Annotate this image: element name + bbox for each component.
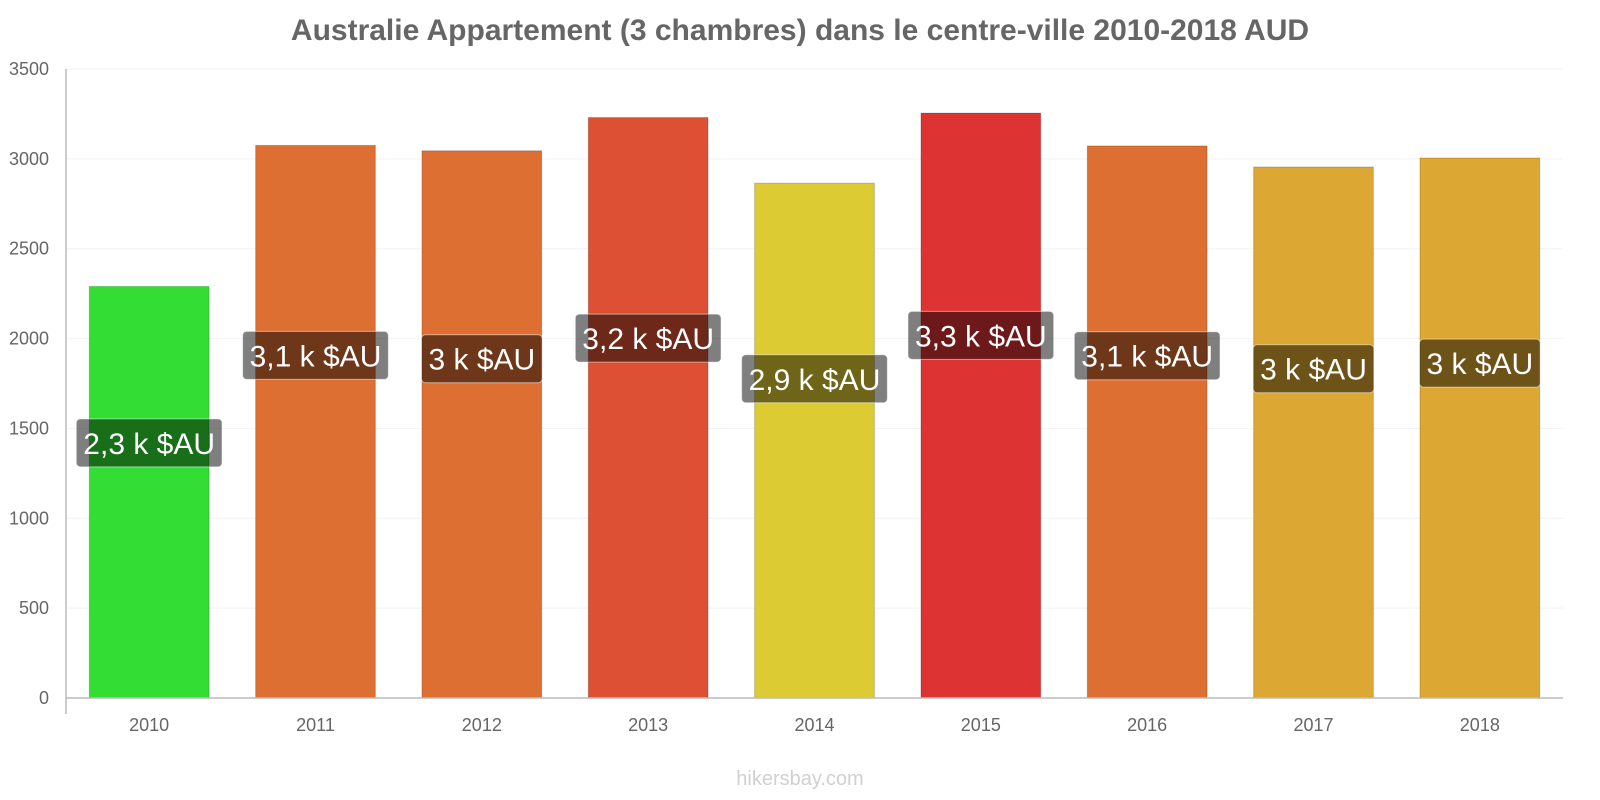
x-tick-label: 2018 <box>1460 715 1500 735</box>
data-label-box <box>420 334 543 384</box>
y-tick-label: 3000 <box>9 149 49 169</box>
bars <box>88 112 1541 699</box>
data-label: 2,9 k $AU <box>741 354 888 404</box>
bar <box>88 285 210 699</box>
data-label: 3,2 k $AU <box>574 313 722 363</box>
y-tick-label: 500 <box>19 598 49 618</box>
data-label: 3,1 k $AU <box>242 330 389 380</box>
data-label-text: 3,1 k $AU <box>250 340 382 373</box>
data-label-text: 3,1 k $AU <box>1081 341 1213 374</box>
x-tick-label: 2017 <box>1293 715 1333 735</box>
x-tick-label: 2012 <box>462 715 502 735</box>
bar <box>1419 157 1541 699</box>
data-label-box <box>1418 338 1541 388</box>
data-label-text: 3 k $AU <box>1260 354 1367 387</box>
data-label-box <box>1073 331 1221 381</box>
y-tick-label: 2500 <box>9 239 49 259</box>
data-label-box <box>907 310 1055 360</box>
x-tick-label: 2016 <box>1127 715 1167 735</box>
x-tick-label: 2010 <box>129 715 169 735</box>
data-label-box <box>242 330 389 380</box>
data-label-box <box>741 354 888 404</box>
data-label-text: 2,9 k $AU <box>749 364 881 397</box>
data-label-text: 3,2 k $AU <box>582 323 714 356</box>
bar <box>587 117 709 699</box>
x-tick-label: 2014 <box>794 715 834 735</box>
data-label: 3,3 k $AU <box>907 310 1055 360</box>
y-tick-label: 1500 <box>9 418 49 438</box>
x-tick-label: 2015 <box>961 715 1001 735</box>
y-tick-label: 1000 <box>9 508 49 528</box>
bar <box>255 144 376 699</box>
data-label-text: 2,3 k $AU <box>83 428 215 461</box>
axes: 0 500 1000 1500 2000 2500 3000 3500 2010 2011 2012… <box>9 59 1563 735</box>
chart-title: Australie Appartement (3 chambres) dans … <box>290 14 1310 47</box>
bar <box>421 150 543 699</box>
y-tick-label: 3500 <box>9 59 49 79</box>
y-tick-label: 0 <box>39 688 49 708</box>
data-label-box <box>75 418 223 468</box>
source-credit: hikersbay.com <box>736 768 864 790</box>
data-label: 3,1 k $AU <box>1073 331 1221 381</box>
data-label: 3 k $AU <box>1418 338 1541 388</box>
bar <box>920 112 1042 699</box>
x-tick-label: 2011 <box>296 715 335 735</box>
x-tick-label: 2013 <box>628 715 668 735</box>
y-tick-label: 2000 <box>9 329 49 349</box>
bar <box>1086 145 1208 699</box>
data-label: 2,3 k $AU <box>75 418 223 468</box>
data-label: 3 k $AU <box>420 334 543 384</box>
data-label: 3 k $AU <box>1252 344 1375 394</box>
data-label-box <box>574 313 722 363</box>
data-label-text: 3,3 k $AU <box>915 320 1047 353</box>
data-labels: 2,3 k $AU 3,1 k $AU 3 k $AU 3,2 k $AU 2,9 k … <box>75 310 1541 468</box>
bar <box>754 182 875 699</box>
bar <box>1253 166 1374 699</box>
data-label-text: 3 k $AU <box>428 344 535 377</box>
data-label-box <box>1252 344 1375 394</box>
data-label-text: 3 k $AU <box>1426 348 1533 381</box>
